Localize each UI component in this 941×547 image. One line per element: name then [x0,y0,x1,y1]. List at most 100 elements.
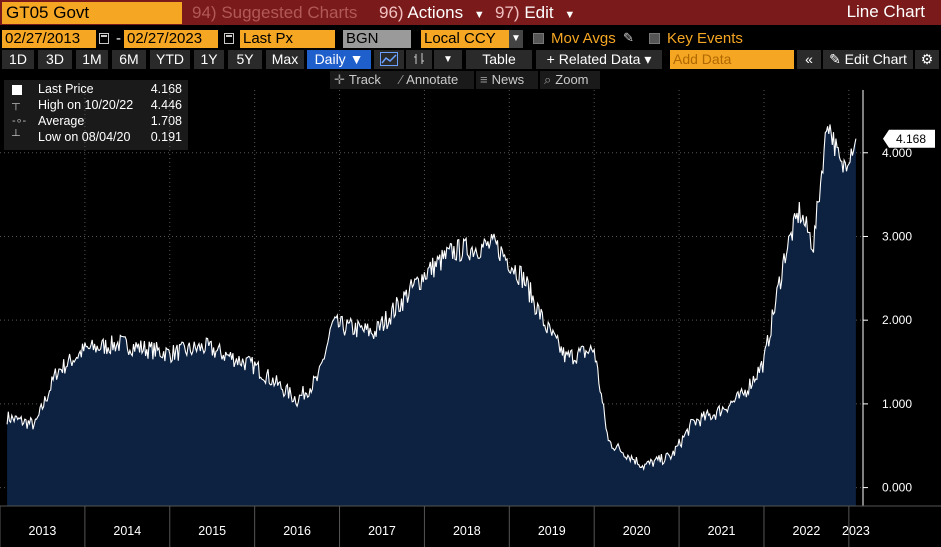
period-1d[interactable]: 1D [2,50,34,69]
legend-row-high[interactable]: ┬ High on 10/20/22 4.446 [4,98,188,114]
legend-value: 0.191 [150,130,182,144]
period-ytd[interactable]: YTD [150,50,190,69]
annotate-tool[interactable]: ∕ Annotate [396,71,474,89]
y-tick-label: 0.000 [882,481,912,495]
last-value-box [883,129,935,148]
annotate-label: Annotate [406,72,459,87]
actions-label: Actions [407,3,464,22]
controls-row: 02/27/2013 - 02/27/2023 Last Px BGN Loca… [0,29,941,49]
chevron-down-icon: ▼ [473,9,485,21]
x-axis: 2013 2014 2015 2016 2017 2018 2019 2020 2021 2022… [0,505,941,547]
period-max[interactable]: Max [266,50,304,69]
x-tick-label: 2019 [538,524,566,538]
date-separator: - [116,30,121,47]
edit-chart-button[interactable]: ✎ Edit Chart [823,50,913,69]
news-icon: ≡ [480,72,488,87]
edit-num: 97) [495,3,520,22]
y-tick-label: 2.000 [882,313,912,327]
period-1y[interactable]: 1Y [194,50,224,69]
add-data-input[interactable]: Add Data [670,50,794,69]
legend-row-average[interactable]: -∘- Average 1.708 [4,114,188,130]
x-tick-label: 2013 [29,524,57,538]
x-tick-label: 2022 [793,524,821,538]
chart-tools: ✛ Track ∕ Annotate ≡ News ⌕ Zoom [0,71,941,89]
x-tick-label: 2023 [842,524,870,538]
calendar-icon[interactable] [99,33,109,44]
y-tick-label: 3.000 [882,229,912,243]
pen-icon: ∕ [400,72,403,87]
x-tick-label: 2017 [368,524,396,538]
legend-name: Low on 08/04/20 [38,130,131,144]
crosshair-icon: ✛ [334,72,345,87]
source-field[interactable]: BGN [343,30,411,48]
series-line [6,124,857,472]
end-date-field[interactable]: 02/27/2023 [124,30,218,48]
series-area [7,124,856,507]
magnifier-icon: ⌕ [544,72,552,87]
legend-value: 4.168 [150,82,182,96]
high-marker-icon: ┬ [12,98,20,110]
track-label: Track [348,72,381,87]
security-ticker-field[interactable]: GT05 Govt [2,2,182,24]
chevron-down-icon[interactable]: ▼ [509,30,523,48]
white-square-icon [12,82,32,96]
actions-num: 96) [379,3,404,22]
zoom-tool[interactable]: ⌕ Zoom [540,71,600,89]
field-selector[interactable]: Last Px [240,30,335,48]
legend-name: Average [38,114,85,128]
bar-chart-icon[interactable] [406,50,432,69]
collapse-left-icon[interactable]: « [797,50,821,69]
key-events-checkbox[interactable] [649,33,660,44]
title-bar: GT05 Govt 94) Suggested Charts 96) Actio… [0,0,941,25]
legend-value: 1.708 [150,114,182,128]
x-tick-label: 2015 [198,524,226,538]
mov-avgs-label[interactable]: Mov Avgs [551,30,616,47]
suggested-charts-button[interactable]: 94) Suggested Charts [186,2,363,24]
news-label: News [491,72,525,87]
x-tick-label: 2014 [113,524,141,538]
zoom-label: Zoom [555,72,589,87]
x-tick-label: 2021 [708,524,736,538]
chevron-down-icon[interactable]: ▼ [434,50,462,69]
table-button[interactable]: Table [466,50,532,69]
actions-button[interactable]: 96) Actions ▼ [373,2,491,24]
related-data-button[interactable]: + Related Data ▾ [536,50,662,69]
y-tick-label: 1.000 [882,397,912,411]
edit-button[interactable]: 97) Edit ▼ [489,2,581,24]
track-tool[interactable]: ✛ Track [330,71,400,89]
x-tick-label: 2018 [453,524,481,538]
legend-value: 4.446 [150,98,182,112]
mov-avgs-checkbox[interactable] [533,33,544,44]
series-layer [6,124,857,507]
legend-row-last-price[interactable]: Last Price 4.168 [4,82,188,98]
legend-name: Last Price [38,82,94,96]
currency-field[interactable]: Local CCY [421,30,509,48]
period-6m[interactable]: 6M [112,50,146,69]
line-chart-icon[interactable] [374,50,404,69]
last-value-marker: 4.168 [883,129,935,148]
frequency-dropdown[interactable]: Daily ▼ [307,50,371,69]
period-toolbar: 1D 3D 1M 6M YTD 1Y 5Y Max Daily ▼ ▼ Tabl… [0,50,941,69]
gear-icon[interactable]: ⚙ [915,50,939,69]
period-3d[interactable]: 3D [38,50,72,69]
low-marker-icon: ┴ [12,130,20,142]
legend-name: High on 10/20/22 [38,98,134,112]
period-5y[interactable]: 5Y [228,50,262,69]
edit-label: Edit [524,3,554,22]
chart-type-title: Line Chart [846,2,925,21]
pencil-icon[interactable]: ✎ [623,30,634,45]
legend-row-low[interactable]: ┴ Low on 08/04/20 0.191 [4,130,188,146]
calendar-icon[interactable] [224,33,234,44]
y-tick-label: 4.000 [882,146,912,160]
legend-panel: Last Price 4.168 ┬ High on 10/20/22 4.44… [4,80,188,150]
period-1m[interactable]: 1M [76,50,108,69]
x-tick-label: 2020 [623,524,651,538]
start-date-field[interactable]: 02/27/2013 [2,30,96,48]
last-value-label: 4.168 [896,132,926,146]
suggested-charts-num: 94) [192,3,217,22]
news-tool[interactable]: ≡ News [476,71,538,89]
suggested-charts-label: Suggested Charts [221,3,358,22]
key-events-label[interactable]: Key Events [667,30,743,47]
